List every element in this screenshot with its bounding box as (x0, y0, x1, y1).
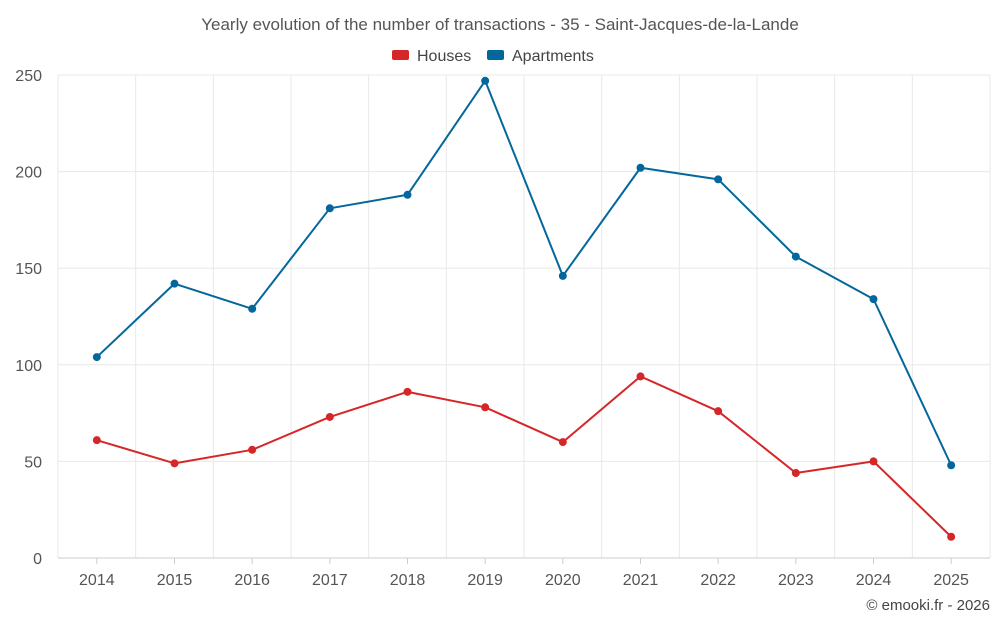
x-tick-label: 2022 (700, 572, 736, 589)
series-apartments (92, 76, 956, 470)
legend-label-houses[interactable]: Houses (417, 48, 471, 65)
legend: Houses Apartments (392, 48, 594, 65)
data-point-houses[interactable] (947, 532, 956, 541)
series-houses (92, 372, 956, 541)
grid (57, 74, 991, 558)
x-tick-label: 2024 (856, 572, 892, 589)
data-point-apartments[interactable] (636, 163, 645, 172)
y-tick-label: 0 (33, 551, 42, 568)
data-point-apartments[interactable] (170, 279, 179, 288)
x-tick-label: 2014 (79, 572, 115, 589)
y-tick-label: 50 (24, 454, 42, 471)
legend-swatch-apartments (487, 50, 504, 60)
credit-text: © emooki.fr - 2026 (866, 597, 990, 614)
y-axis: 0 50 100 150 200 250 (15, 68, 42, 568)
data-point-houses[interactable] (325, 412, 334, 421)
y-tick-label: 100 (15, 358, 42, 375)
data-point-houses[interactable] (791, 468, 800, 477)
x-tick-label: 2019 (467, 572, 503, 589)
data-point-apartments[interactable] (248, 304, 257, 313)
y-tick-label: 200 (15, 165, 42, 182)
x-axis: 2014 2015 2016 2017 2018 2019 2020 2021 2022 2023… (58, 557, 990, 589)
data-point-houses[interactable] (714, 407, 723, 416)
data-point-apartments[interactable] (714, 175, 723, 184)
data-point-houses[interactable] (170, 459, 179, 468)
data-point-apartments[interactable] (947, 461, 956, 470)
data-point-apartments[interactable] (403, 190, 412, 199)
x-tick-label: 2020 (545, 572, 581, 589)
y-tick-label: 250 (15, 68, 42, 85)
series-line-apartments (96, 79, 953, 466)
x-tick-label: 2018 (390, 572, 426, 589)
x-tick-label: 2016 (234, 572, 270, 589)
data-point-houses[interactable] (869, 457, 878, 466)
data-point-houses[interactable] (558, 438, 567, 447)
data-point-apartments[interactable] (869, 295, 878, 304)
data-point-houses[interactable] (403, 387, 412, 396)
x-tick-label: 2017 (312, 572, 348, 589)
series-line-houses (96, 375, 952, 538)
data-point-houses[interactable] (636, 372, 645, 381)
data-point-apartments[interactable] (558, 271, 567, 280)
data-point-apartments[interactable] (92, 353, 101, 362)
x-tick-label: 2025 (933, 572, 969, 589)
x-tick-label: 2015 (157, 572, 193, 589)
data-point-apartments[interactable] (325, 204, 334, 213)
y-tick-label: 150 (15, 261, 42, 278)
series (92, 76, 956, 541)
data-point-apartments[interactable] (791, 252, 800, 261)
data-point-houses[interactable] (248, 445, 257, 454)
data-point-houses[interactable] (92, 436, 101, 445)
data-point-houses[interactable] (481, 403, 490, 412)
data-point-apartments[interactable] (481, 76, 490, 85)
legend-swatch-houses (392, 50, 409, 60)
x-tick-label: 2023 (778, 572, 814, 589)
x-tick-label: 2021 (623, 572, 659, 589)
legend-label-apartments[interactable]: Apartments (512, 48, 594, 65)
chart-title: Yearly evolution of the number of transa… (201, 15, 799, 34)
